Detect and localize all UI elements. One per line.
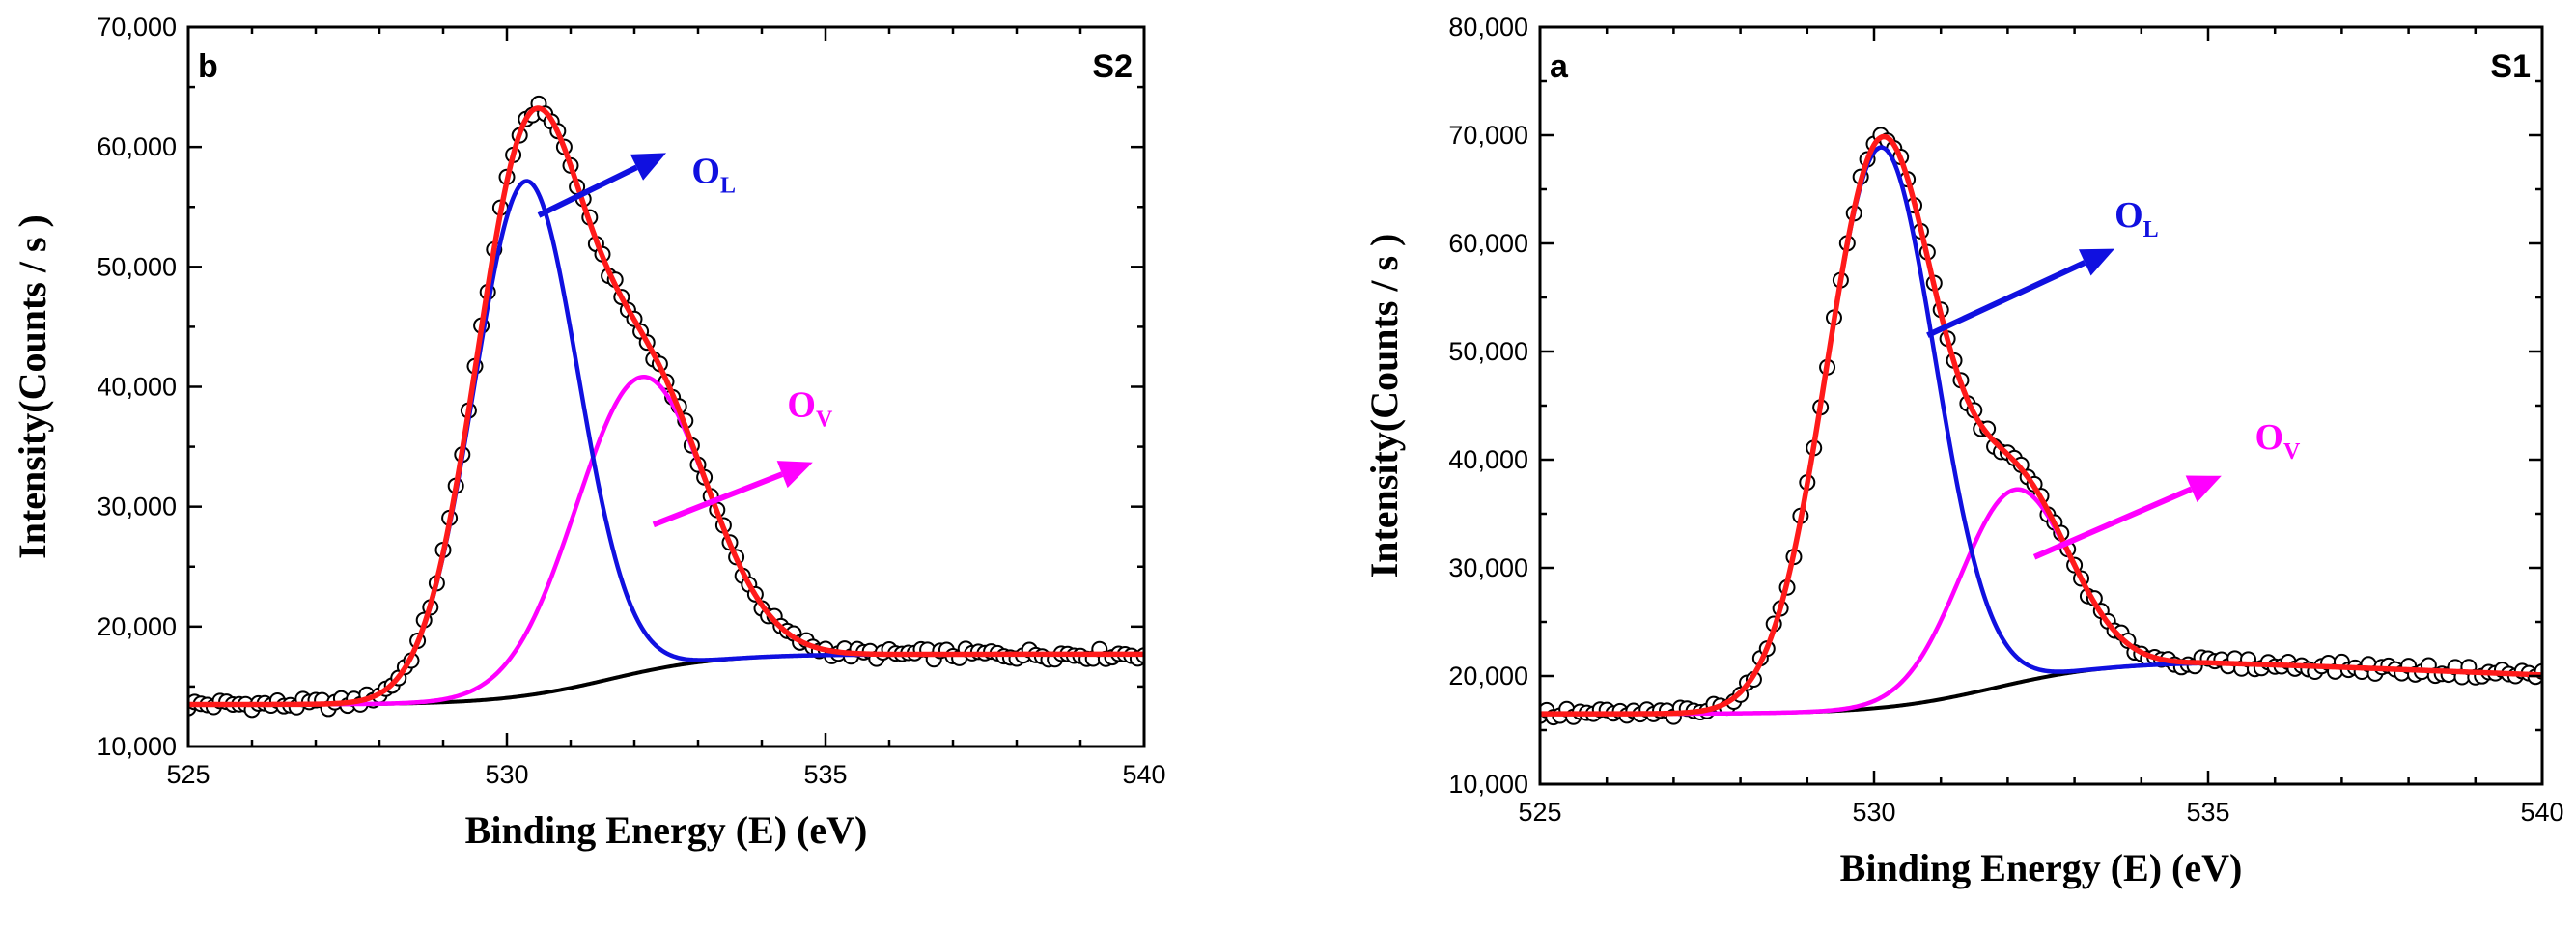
y-tick-label: 60,000: [1448, 229, 1528, 258]
y-tick-label: 40,000: [97, 373, 177, 402]
ol-component-line: [188, 179, 1144, 707]
sample-label: S1: [2490, 48, 2531, 85]
ov-arrow: [652, 461, 813, 528]
ol-arrow: [1926, 248, 2115, 338]
fit-line: [188, 105, 1144, 708]
x-tick-label: 525: [166, 760, 210, 789]
y-tick-label: 50,000: [97, 252, 177, 281]
x-tick-label: 535: [2186, 798, 2229, 827]
y-tick-label: 10,000: [1448, 770, 1528, 799]
xps-chart-s1: 525 530 535 540 10,000 20,000 30,000 40,000 50,0…: [1332, 0, 2576, 930]
ol-component-line: [1540, 145, 2542, 717]
y-tick-label: 80,000: [1448, 13, 1528, 42]
y-tick-label: 30,000: [1448, 553, 1528, 582]
y-tick-label: 20,000: [97, 612, 177, 641]
x-tick-label: 540: [1122, 760, 1165, 789]
ov-component-line: [1540, 487, 2542, 717]
data-points: [188, 95, 1144, 719]
x-axis-title: Binding Energy (E) (eV): [465, 808, 868, 852]
ol-label: OL: [2114, 195, 2159, 242]
x-axis: 525 530 535 540: [166, 27, 1166, 789]
y-axis-title: Intensity(Counts / s ): [11, 214, 54, 559]
y-tick-label: 30,000: [97, 493, 177, 521]
fit-line: [1540, 133, 2542, 717]
y-axis: 10,000 20,000 30,000 40,000 50,000 60,000 70,0…: [97, 13, 1144, 761]
y-tick-label: 60,000: [97, 132, 177, 161]
x-tick-label: 530: [1852, 798, 1895, 827]
x-axis: 525 530 535 540: [1518, 27, 2564, 827]
data-points: [1540, 127, 2542, 726]
y-tick-label: 10,000: [97, 732, 177, 761]
panel-label: b: [198, 48, 218, 85]
xps-chart-s2: 525 530 535 540 10,000 20,000 30,000 40,000 50,0…: [0, 0, 1255, 930]
x-tick-label: 535: [803, 760, 847, 789]
y-tick-label: 40,000: [1448, 445, 1528, 474]
y-tick-label: 50,000: [1448, 337, 1528, 366]
y-tick-label: 70,000: [1448, 121, 1528, 150]
y-tick-label: 20,000: [1448, 662, 1528, 690]
panel-label: a: [1550, 48, 1569, 85]
x-axis-title: Binding Energy (E) (eV): [1840, 846, 2243, 889]
x-tick-label: 525: [1518, 798, 1561, 827]
ol-arrow: [537, 153, 666, 218]
x-tick-label: 530: [485, 760, 528, 789]
ov-arrow: [2032, 475, 2222, 560]
ol-label: OL: [691, 151, 736, 198]
y-axis-title: Intensity(Counts / s ): [1362, 234, 1406, 578]
sample-label: S2: [1092, 48, 1133, 85]
y-axis: 10,000 20,000 30,000 40,000 50,000 60,000 70,0…: [1448, 13, 2542, 799]
ov-label: OV: [2254, 417, 2301, 465]
ov-label: OV: [787, 385, 833, 433]
x-tick-label: 540: [2520, 798, 2563, 827]
y-tick-label: 70,000: [97, 13, 177, 42]
